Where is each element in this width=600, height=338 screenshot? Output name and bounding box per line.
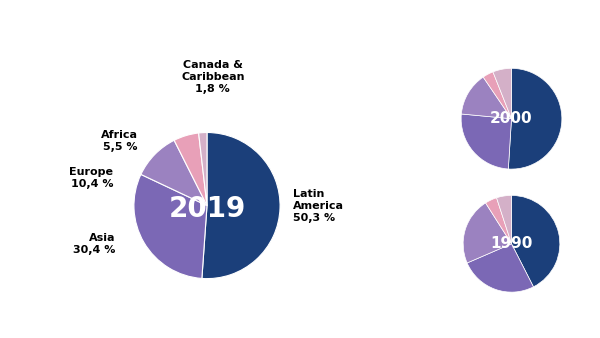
Wedge shape <box>461 114 511 169</box>
Wedge shape <box>497 195 512 244</box>
Wedge shape <box>174 133 207 206</box>
Text: 1990: 1990 <box>490 236 533 251</box>
Text: Europe
10,4 %: Europe 10,4 % <box>70 167 113 189</box>
Text: Africa
5,5 %: Africa 5,5 % <box>101 130 137 152</box>
Text: Origin regions of US immigrants: Origin regions of US immigrants <box>110 18 490 38</box>
Wedge shape <box>493 68 512 119</box>
Text: www.info-america-usa.com: www.info-america-usa.com <box>215 316 385 329</box>
Wedge shape <box>199 132 207 206</box>
Wedge shape <box>134 174 207 279</box>
Wedge shape <box>508 68 562 169</box>
Wedge shape <box>461 77 511 119</box>
Text: 2019: 2019 <box>169 195 245 223</box>
Wedge shape <box>511 195 560 287</box>
Text: Canada &
Caribbean
1,8 %: Canada & Caribbean 1,8 % <box>181 61 245 95</box>
Wedge shape <box>483 72 511 119</box>
Wedge shape <box>141 140 207 206</box>
Text: 2000: 2000 <box>490 111 533 126</box>
Text: Asia
30,4 %: Asia 30,4 % <box>73 233 116 255</box>
Wedge shape <box>202 132 280 279</box>
Wedge shape <box>467 244 533 292</box>
Text: Latin
America
50,3 %: Latin America 50,3 % <box>293 189 344 222</box>
Wedge shape <box>463 203 511 263</box>
Wedge shape <box>485 198 511 244</box>
